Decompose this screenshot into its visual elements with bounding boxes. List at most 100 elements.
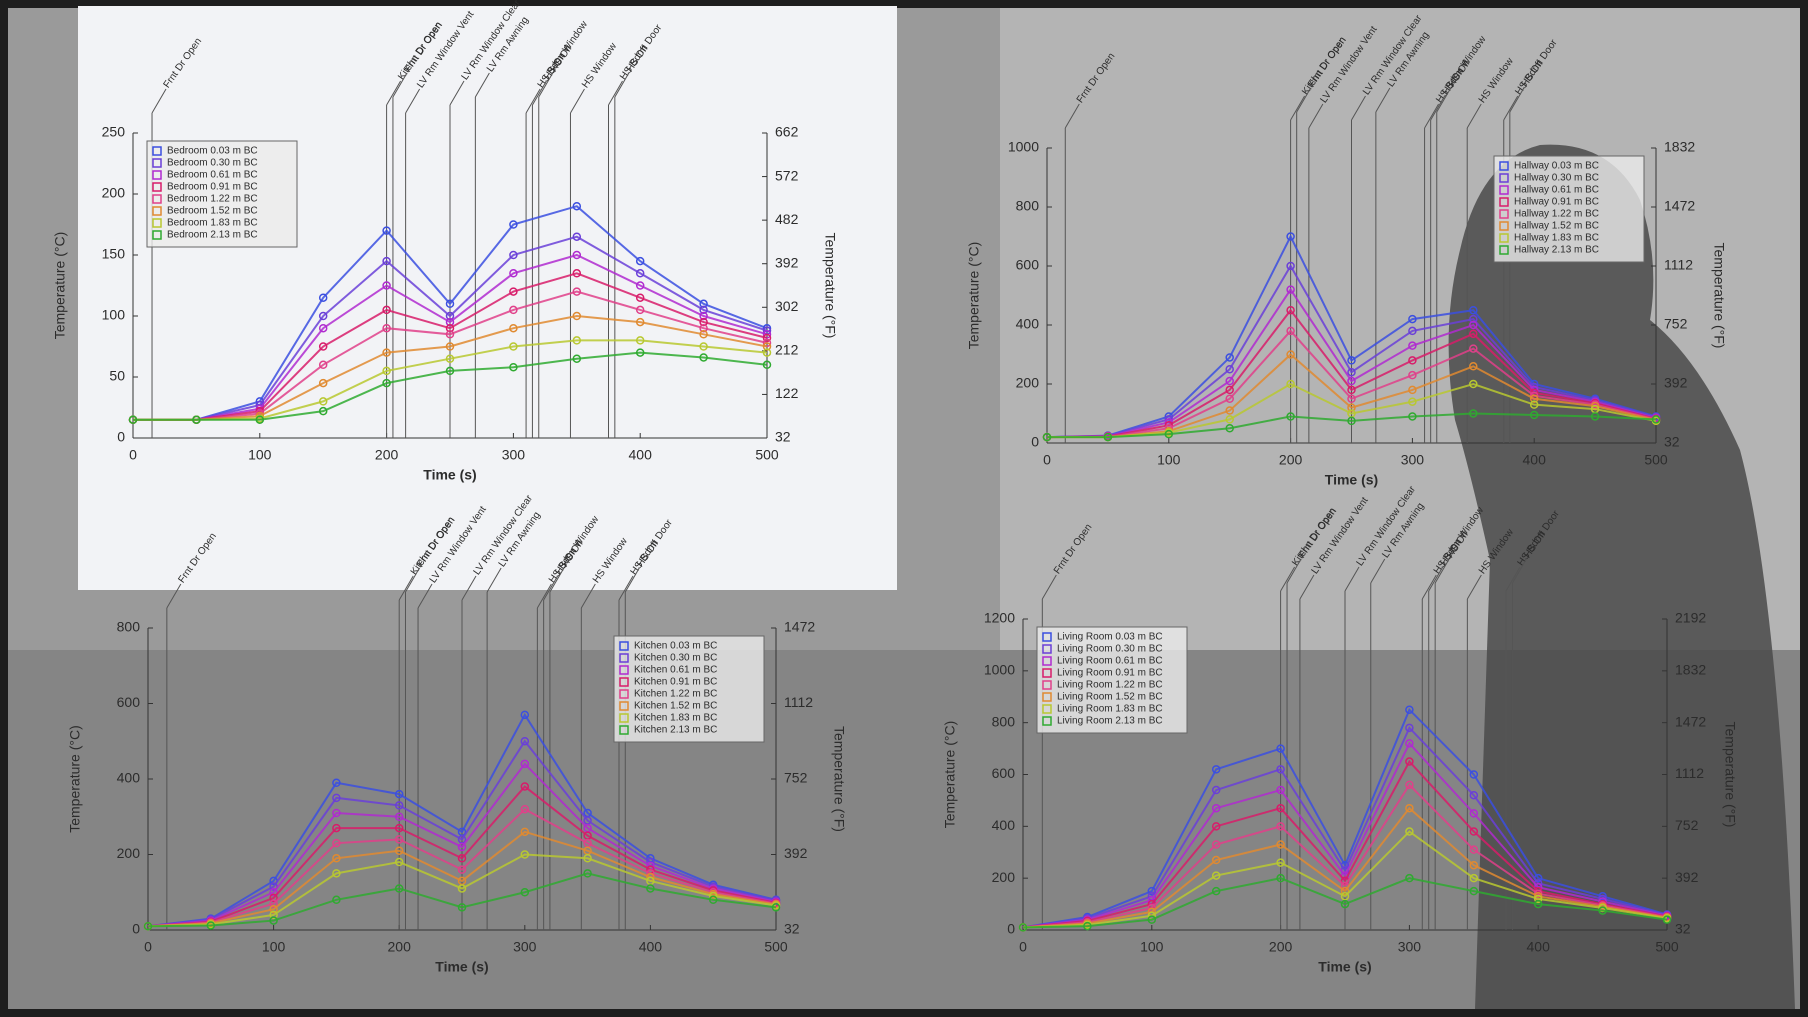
legend-label: Living Room 1.52 m BC xyxy=(1057,692,1163,703)
legend-label: Living Room 0.61 m BC xyxy=(1057,656,1163,667)
legend-label: Living Room 1.22 m BC xyxy=(1057,680,1163,691)
y2-tick-label: 32 xyxy=(1664,434,1680,450)
y2-tick-label: 392 xyxy=(775,254,799,270)
y-tick-label: 200 xyxy=(1016,375,1040,391)
page: 0100200300400500050100150200250321222123… xyxy=(0,0,1808,1017)
y2-tick-label: 1112 xyxy=(1675,765,1704,781)
y-axis-label: Temperature (°C) xyxy=(67,725,83,833)
legend-label: Bedroom 0.03 m BC xyxy=(167,146,258,157)
y2-tick-label: 662 xyxy=(775,124,799,140)
x-tick-label: 200 xyxy=(1279,452,1303,468)
legend-label: Hallway 0.30 m BC xyxy=(1514,173,1599,184)
legend-label: Bedroom 1.52 m BC xyxy=(167,206,258,217)
legend-label: Hallway 1.83 m BC xyxy=(1514,233,1599,244)
legend-label: Living Room 2.13 m BC xyxy=(1057,716,1163,727)
y2-tick-label: 1472 xyxy=(1675,713,1706,729)
legend-label: Living Room 0.30 m BC xyxy=(1057,644,1163,655)
y2-tick-label: 752 xyxy=(1664,316,1688,332)
y-tick-label: 50 xyxy=(109,368,125,384)
y2-tick-label: 392 xyxy=(1664,375,1688,391)
legend-label: Bedroom 2.13 m BC xyxy=(167,230,258,241)
x-tick-label: 500 xyxy=(1644,452,1668,468)
legend-label: Bedroom 0.61 m BC xyxy=(167,170,258,181)
y2-tick-label: 1112 xyxy=(1664,257,1693,273)
y2-axis-label: Temperature (°F) xyxy=(822,233,838,339)
legend-label: Kitchen 0.30 m BC xyxy=(634,653,717,664)
y2-tick-label: 572 xyxy=(775,167,799,183)
y2-tick-label: 2192 xyxy=(1675,610,1706,626)
legend-label: Bedroom 0.91 m BC xyxy=(167,182,258,193)
y-tick-label: 600 xyxy=(992,765,1016,781)
x-tick-label: 400 xyxy=(1527,939,1551,955)
legend-label: Kitchen 1.52 m BC xyxy=(634,701,717,712)
y2-tick-label: 212 xyxy=(775,342,799,358)
y-tick-label: 1200 xyxy=(984,610,1015,626)
y-tick-label: 200 xyxy=(992,869,1016,885)
legend-label: Hallway 1.52 m BC xyxy=(1514,221,1599,232)
legend-label: Living Room 0.03 m BC xyxy=(1057,632,1163,643)
y-tick-label: 600 xyxy=(117,694,141,710)
legend-label: Bedroom 0.30 m BC xyxy=(167,158,258,169)
x-tick-label: 200 xyxy=(375,447,399,463)
y2-tick-label: 1472 xyxy=(1664,198,1695,214)
legend-label: Living Room 1.83 m BC xyxy=(1057,704,1163,715)
y-tick-label: 0 xyxy=(132,921,140,937)
legend-label: Kitchen 0.61 m BC xyxy=(634,665,717,676)
x-tick-label: 200 xyxy=(1269,939,1293,955)
y2-axis-label: Temperature (°F) xyxy=(831,726,847,832)
x-tick-label: 100 xyxy=(262,939,286,955)
x-tick-label: 500 xyxy=(764,939,788,955)
legend-label: Hallway 0.61 m BC xyxy=(1514,185,1599,196)
x-tick-label: 400 xyxy=(1523,452,1547,468)
x-tick-label: 300 xyxy=(502,447,526,463)
y-tick-label: 200 xyxy=(102,185,126,201)
y-tick-label: 400 xyxy=(992,817,1016,833)
y2-tick-label: 302 xyxy=(775,298,799,314)
video-frame: 0100200300400500050100150200250321222123… xyxy=(0,0,1808,1017)
x-tick-label: 300 xyxy=(513,939,537,955)
y2-tick-label: 32 xyxy=(784,921,800,937)
x-tick-label: 0 xyxy=(144,939,152,955)
y2-tick-label: 1112 xyxy=(784,694,813,710)
x-tick-label: 100 xyxy=(1157,452,1181,468)
y-tick-label: 1000 xyxy=(984,662,1015,678)
x-tick-label: 400 xyxy=(629,447,653,463)
legend-label: Hallway 1.22 m BC xyxy=(1514,209,1599,220)
x-tick-label: 100 xyxy=(248,447,272,463)
y2-tick-label: 752 xyxy=(784,770,808,786)
x-tick-label: 500 xyxy=(1655,939,1679,955)
x-tick-label: 400 xyxy=(639,939,663,955)
x-tick-label: 0 xyxy=(1019,939,1027,955)
legend-label: Bedroom 1.22 m BC xyxy=(167,194,258,205)
x-tick-label: 300 xyxy=(1401,452,1425,468)
y-tick-label: 400 xyxy=(1016,316,1040,332)
y2-tick-label: 392 xyxy=(784,845,808,861)
x-tick-label: 500 xyxy=(755,447,779,463)
legend-label: Kitchen 1.22 m BC xyxy=(634,689,717,700)
x-tick-label: 100 xyxy=(1140,939,1164,955)
y2-tick-label: 1832 xyxy=(1675,662,1706,678)
legend-label: Kitchen 1.83 m BC xyxy=(634,713,717,724)
x-axis-label: Time (s) xyxy=(423,467,476,483)
y-axis-label: Temperature (°C) xyxy=(52,232,68,340)
legend-label: Hallway 2.13 m BC xyxy=(1514,245,1599,256)
x-tick-label: 200 xyxy=(388,939,412,955)
legend-label: Kitchen 2.13 m BC xyxy=(634,725,717,736)
y-tick-label: 400 xyxy=(117,770,141,786)
y-tick-label: 800 xyxy=(1016,198,1040,214)
x-tick-label: 0 xyxy=(1043,452,1051,468)
y-tick-label: 150 xyxy=(102,246,126,262)
y-tick-label: 600 xyxy=(1016,257,1040,273)
x-axis-label: Time (s) xyxy=(1318,959,1371,975)
legend-label: Kitchen 0.03 m BC xyxy=(634,641,717,652)
legend-label: Hallway 0.03 m BC xyxy=(1514,161,1599,172)
y2-tick-label: 1472 xyxy=(784,619,815,635)
y2-tick-label: 122 xyxy=(775,385,799,401)
x-tick-label: 0 xyxy=(129,447,137,463)
y-tick-label: 0 xyxy=(1031,434,1039,450)
y-axis-label: Temperature (°C) xyxy=(942,721,958,829)
y2-tick-label: 32 xyxy=(775,429,791,445)
legend-label: Hallway 0.91 m BC xyxy=(1514,197,1599,208)
legend-label: Bedroom 1.83 m BC xyxy=(167,218,258,229)
x-tick-label: 300 xyxy=(1398,939,1422,955)
